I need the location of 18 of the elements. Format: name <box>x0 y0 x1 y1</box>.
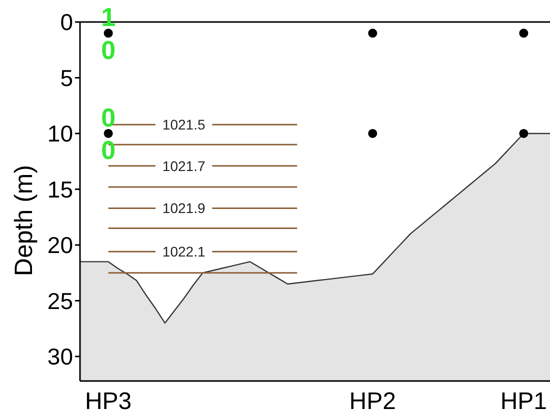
y-tick-label: 5 <box>60 64 73 91</box>
series-label: 1021.7 <box>162 158 206 174</box>
y-axis-title: Depth (m) <box>10 164 38 276</box>
annotation: 0 <box>101 34 116 65</box>
annotation: 0 <box>101 135 116 166</box>
y-tick-label: 20 <box>47 232 73 258</box>
series-label: 1022.1 <box>162 244 206 260</box>
y-tick-label: 25 <box>47 288 73 314</box>
y-tick-label: 30 <box>47 344 73 370</box>
y-tick-label: 15 <box>47 176 73 202</box>
y-tick-label: 0 <box>60 9 73 36</box>
x-tick-label: HP2 <box>349 388 396 416</box>
x-tick-label: HP3 <box>84 388 132 416</box>
series-label: 1021.5 <box>162 116 206 133</box>
series-label: 1021.9 <box>162 200 206 216</box>
annotation: 0 <box>101 102 116 132</box>
x-tick-label: HP1 <box>500 388 548 416</box>
y-tick-label: 10 <box>47 120 73 147</box>
